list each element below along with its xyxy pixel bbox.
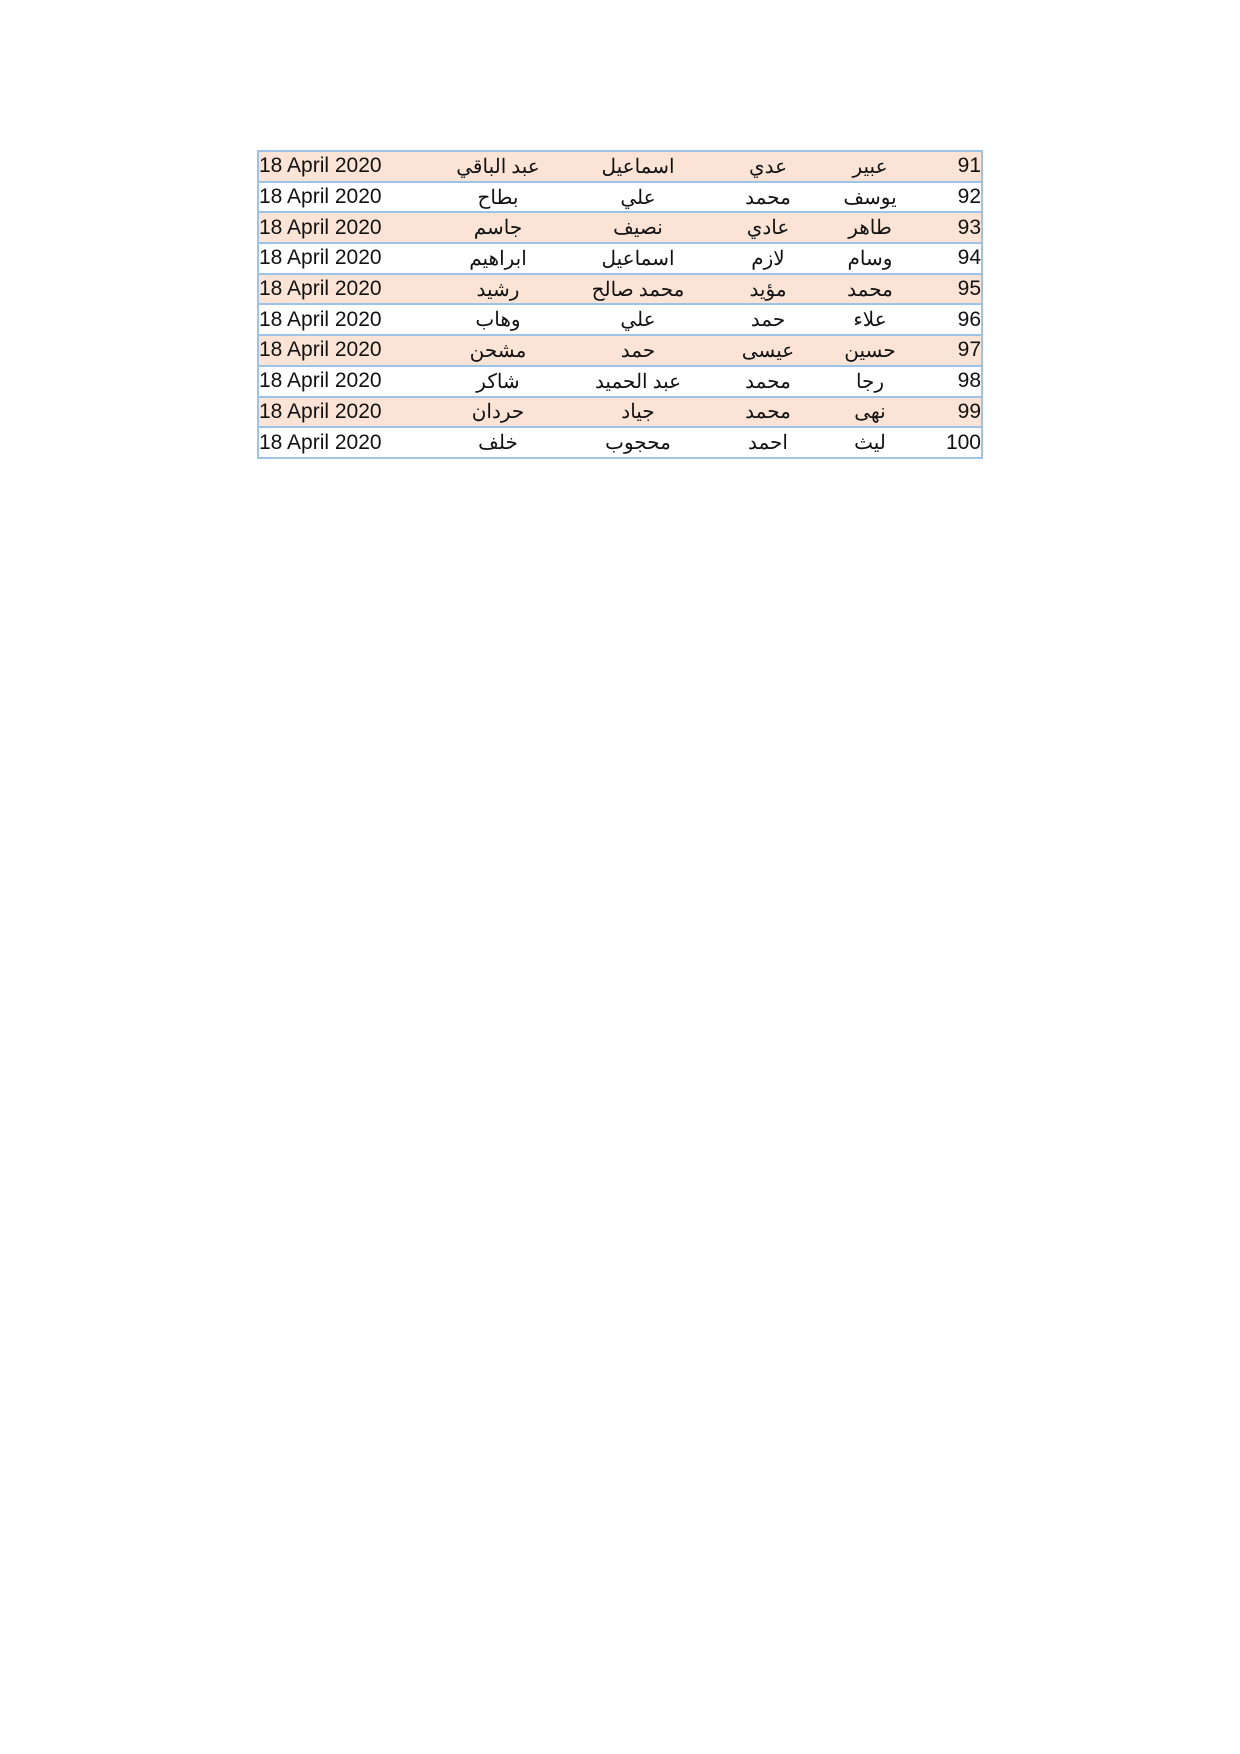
fourth-name-cell: ابراهيم: [428, 242, 568, 274]
table-row: 18 April 2020 عبد الباقي اسماعيل عدي عبي…: [258, 151, 982, 182]
third-name-cell: اسماعيل: [568, 242, 708, 274]
fourth-name-cell: بطاح: [428, 180, 568, 213]
third-name-cell: جياد: [568, 395, 708, 428]
second-name-cell: محمد: [708, 180, 828, 213]
third-name-cell: عبد الحميد: [568, 364, 708, 397]
third-name-cell: محجوب: [568, 426, 708, 458]
serial-number-cell: 95: [912, 272, 982, 305]
fourth-name-cell: مشحن: [428, 334, 568, 366]
table-row: 18 April 2020 رشيد محمد صالح مؤيد محمد 9…: [258, 272, 982, 305]
second-name-cell: حمد: [708, 303, 828, 336]
second-name-cell: عادي: [708, 211, 828, 244]
second-name-cell: احمد: [708, 426, 828, 458]
records-table: 18 April 2020 عبد الباقي اسماعيل عدي عبي…: [257, 150, 983, 459]
first-name-cell: ليث: [828, 426, 912, 458]
second-name-cell: محمد: [708, 395, 828, 428]
serial-number-cell: 94: [912, 242, 982, 274]
table-row: 18 April 2020 مشحن حمد عيسى حسين 97: [258, 334, 982, 366]
first-name-cell: طاهر: [828, 211, 912, 244]
fourth-name-cell: خلف: [428, 426, 568, 458]
second-name-cell: عيسى: [708, 334, 828, 366]
date-cell: 18 April 2020: [258, 334, 428, 366]
first-name-cell: رجا: [828, 364, 912, 397]
date-cell: 18 April 2020: [258, 426, 428, 458]
table-row: 18 April 2020 حردان جياد محمد نهى 99: [258, 395, 982, 428]
fourth-name-cell: شاكر: [428, 364, 568, 397]
serial-number-cell: 97: [912, 334, 982, 366]
first-name-cell: علاء: [828, 303, 912, 336]
table-row: 18 April 2020 بطاح علي محمد يوسف 92: [258, 180, 982, 213]
table-row: 18 April 2020 ابراهيم اسماعيل لازم وسام …: [258, 242, 982, 274]
date-cell: 18 April 2020: [258, 242, 428, 274]
date-cell: 18 April 2020: [258, 395, 428, 428]
table-row: 18 April 2020 شاكر عبد الحميد محمد رجا 9…: [258, 364, 982, 397]
serial-number-cell: 98: [912, 364, 982, 397]
records-table-body: 18 April 2020 عبد الباقي اسماعيل عدي عبي…: [258, 151, 982, 458]
third-name-cell: محمد صالح: [568, 272, 708, 305]
table-row: 18 April 2020 وهاب علي حمد علاء 96: [258, 303, 982, 336]
first-name-cell: حسين: [828, 334, 912, 366]
third-name-cell: اسماعيل: [568, 151, 708, 182]
date-cell: 18 April 2020: [258, 364, 428, 397]
date-cell: 18 April 2020: [258, 211, 428, 244]
date-cell: 18 April 2020: [258, 180, 428, 213]
first-name-cell: وسام: [828, 242, 912, 274]
fourth-name-cell: وهاب: [428, 303, 568, 336]
serial-number-cell: 91: [912, 151, 982, 182]
second-name-cell: مؤيد: [708, 272, 828, 305]
serial-number-cell: 96: [912, 303, 982, 336]
third-name-cell: نصيف: [568, 211, 708, 244]
date-cell: 18 April 2020: [258, 151, 428, 182]
fourth-name-cell: عبد الباقي: [428, 151, 568, 182]
table-row: 18 April 2020 جاسم نصيف عادي طاهر 93: [258, 211, 982, 244]
serial-number-cell: 99: [912, 395, 982, 428]
fourth-name-cell: حردان: [428, 395, 568, 428]
date-cell: 18 April 2020: [258, 303, 428, 336]
first-name-cell: نهى: [828, 395, 912, 428]
first-name-cell: عبير: [828, 151, 912, 182]
serial-number-cell: 93: [912, 211, 982, 244]
serial-number-cell: 100: [912, 426, 982, 458]
third-name-cell: حمد: [568, 334, 708, 366]
first-name-cell: يوسف: [828, 180, 912, 213]
table-row: 18 April 2020 خلف محجوب احمد ليث 100: [258, 426, 982, 458]
second-name-cell: عدي: [708, 151, 828, 182]
third-name-cell: علي: [568, 303, 708, 336]
fourth-name-cell: رشيد: [428, 272, 568, 305]
fourth-name-cell: جاسم: [428, 211, 568, 244]
serial-number-cell: 92: [912, 180, 982, 213]
date-cell: 18 April 2020: [258, 272, 428, 305]
third-name-cell: علي: [568, 180, 708, 213]
second-name-cell: لازم: [708, 242, 828, 274]
first-name-cell: محمد: [828, 272, 912, 305]
second-name-cell: محمد: [708, 364, 828, 397]
